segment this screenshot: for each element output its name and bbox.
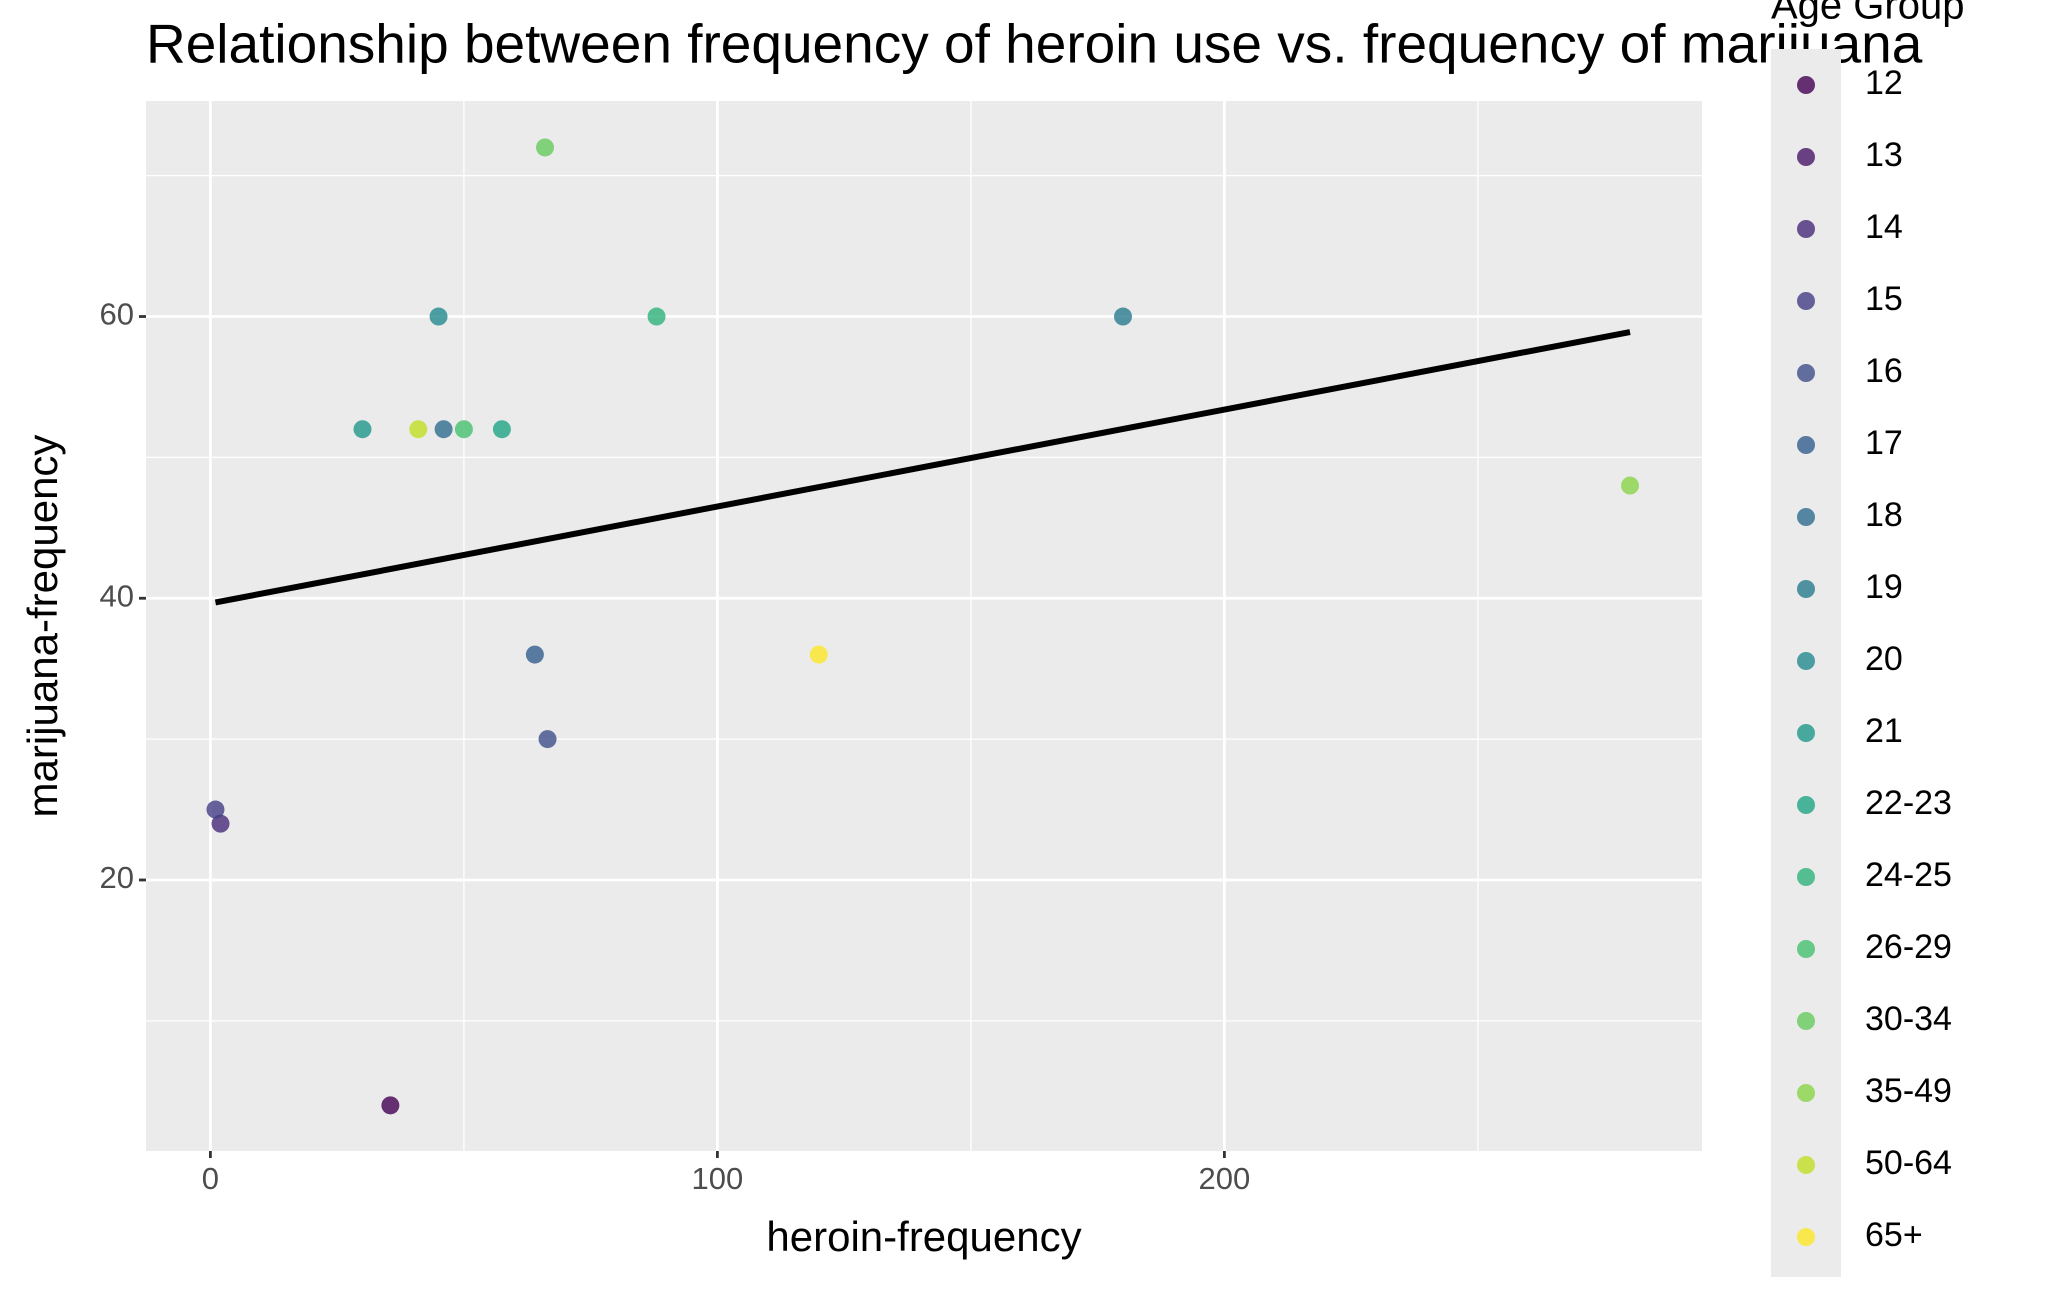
- legend-key: [1797, 436, 1815, 454]
- legend-label: 35-49: [1865, 1072, 1952, 1110]
- legend-key: [1797, 1084, 1815, 1102]
- point: [525, 645, 544, 664]
- legend-key: [1797, 652, 1815, 670]
- y-tick-label: 40: [100, 578, 134, 613]
- legend-label: 16: [1865, 352, 1903, 390]
- legend-label: 26-29: [1865, 928, 1952, 966]
- legend-key: [1797, 76, 1815, 94]
- point: [211, 814, 230, 833]
- legend-key: [1797, 148, 1815, 166]
- legend-key: [1797, 580, 1815, 598]
- legend-title: Age Group: [1771, 0, 1964, 28]
- point: [454, 420, 473, 439]
- legend-key: [1797, 868, 1815, 886]
- trend-line: [214, 329, 1631, 606]
- point: [492, 420, 511, 439]
- legend-label: 19: [1865, 568, 1903, 606]
- x-tick-label: 200: [1199, 1161, 1251, 1196]
- legend-label: 22-23: [1865, 784, 1952, 822]
- legend-label: 12: [1865, 64, 1903, 102]
- x-axis-title: heroin-frequency: [766, 1213, 1081, 1260]
- legend-label: 14: [1865, 208, 1903, 246]
- legend-key: [1797, 1012, 1815, 1030]
- point: [434, 420, 453, 439]
- point: [206, 800, 225, 819]
- legend-key: [1797, 796, 1815, 814]
- panel-background: [146, 101, 1702, 1151]
- legend-label: 24-25: [1865, 856, 1952, 894]
- point: [429, 307, 448, 326]
- legend-label: 30-34: [1865, 1000, 1952, 1038]
- legend-key: [1797, 508, 1815, 526]
- y-tick-label: 20: [100, 860, 134, 895]
- point: [538, 730, 557, 749]
- legend-label: 17: [1865, 424, 1903, 462]
- y-tick-label: 60: [100, 297, 134, 332]
- legend-key: [1797, 292, 1815, 310]
- point: [381, 1096, 400, 1115]
- point: [536, 138, 555, 157]
- point: [809, 645, 828, 664]
- legend-label: 18: [1865, 496, 1903, 534]
- point: [409, 420, 428, 439]
- legend-key: [1797, 1156, 1815, 1174]
- legend-label: 20: [1865, 640, 1903, 678]
- legend-label: 21: [1865, 712, 1903, 750]
- point: [1621, 476, 1640, 495]
- legend-key: [1797, 940, 1815, 958]
- legend-label: 50-64: [1865, 1144, 1952, 1182]
- legend-label: 15: [1865, 280, 1903, 318]
- legend-label: 65+: [1865, 1216, 1923, 1254]
- plot-area: [139, 101, 1702, 1158]
- legend-key: [1797, 1228, 1815, 1246]
- legend-key: [1797, 220, 1815, 238]
- point: [647, 307, 666, 326]
- y-axis-title: marijuana-frequency: [19, 435, 66, 818]
- legend-key: [1797, 724, 1815, 742]
- x-tick-label: 100: [692, 1161, 744, 1196]
- point: [353, 420, 372, 439]
- legend-key: [1797, 364, 1815, 382]
- point: [1113, 307, 1132, 326]
- chart-title: Relationship between frequency of heroin…: [146, 13, 1923, 75]
- x-tick-label: 0: [202, 1161, 219, 1196]
- legend-label: 13: [1865, 136, 1903, 174]
